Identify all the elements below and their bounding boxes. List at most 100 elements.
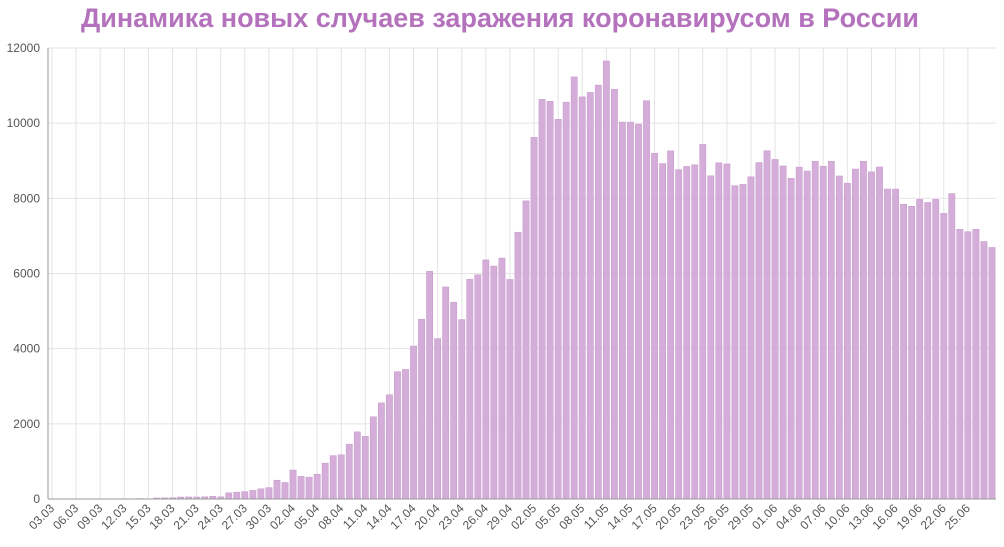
- x-tick-label: 24.03: [195, 501, 226, 532]
- bar-26.05: [723, 163, 731, 500]
- bar-13.05: [619, 121, 626, 500]
- bar-01.04: [281, 482, 289, 500]
- bar-08.04: [337, 454, 345, 500]
- bar-09.06: [835, 175, 843, 500]
- bar-30.05: [755, 162, 763, 500]
- x-tick-label: 02.04: [267, 501, 298, 532]
- x-tick-label: 27.03: [219, 501, 250, 532]
- bar-06.04: [321, 462, 329, 500]
- x-tick-label: 23.04: [436, 501, 467, 532]
- bar-17.06: [900, 203, 907, 500]
- bar-03.06: [787, 177, 795, 500]
- bar-15.04: [394, 371, 401, 500]
- bar-15.05: [635, 123, 642, 500]
- bar-17.04: [410, 345, 417, 500]
- x-tick-label: 29.04: [484, 501, 515, 532]
- bar-19.06: [916, 199, 924, 500]
- bar-29.03: [257, 488, 265, 500]
- x-tick-label: 30.03: [243, 501, 274, 532]
- x-tick-label: 05.04: [291, 501, 322, 532]
- bar-16.04: [402, 369, 409, 500]
- x-tick-label: 09.03: [74, 501, 105, 532]
- bar-26.06: [972, 229, 980, 500]
- chart-title: Динамика новых случаев заражения коронав…: [81, 3, 919, 33]
- bars: [56, 60, 996, 500]
- bar-30.03: [265, 487, 273, 500]
- bar-26.03: [233, 491, 241, 500]
- bar-23.05: [699, 144, 707, 500]
- bar-25.03: [225, 492, 233, 500]
- bar-12.05: [611, 89, 618, 500]
- bar-05.05: [554, 119, 562, 500]
- bar-11.06: [852, 168, 859, 500]
- y-tick-label: 2000: [13, 417, 40, 431]
- x-tick-label: 11.04: [340, 501, 371, 532]
- bar-22.04: [450, 301, 458, 500]
- bar-12.06: [860, 160, 867, 500]
- bar-09.04: [345, 443, 353, 500]
- x-tick-label: 03.03: [26, 501, 57, 532]
- bar-02.05: [530, 137, 538, 500]
- bar-06.05: [562, 101, 570, 500]
- bar-05.04: [313, 474, 321, 500]
- bar-07.06: [819, 165, 827, 500]
- bar-11.05: [602, 60, 610, 500]
- bar-14.06: [876, 166, 883, 500]
- bar-01.05: [522, 200, 530, 500]
- bar-29.05: [747, 176, 755, 500]
- y-tick-label: 10000: [7, 116, 41, 130]
- bar-24.05: [707, 175, 715, 500]
- bar-21.05: [683, 166, 691, 500]
- x-tick-labels: 03.0306.0309.0312.0315.0318.0321.0324.03…: [26, 501, 973, 532]
- x-tick-label: 02.05: [508, 501, 539, 532]
- y-tick-label: 0: [33, 492, 40, 506]
- bar-21.04: [442, 286, 450, 500]
- bar-04.04: [305, 476, 313, 500]
- bar-12.04: [369, 416, 377, 500]
- bar-08.06: [827, 161, 835, 500]
- bar-25.06: [964, 231, 972, 500]
- x-tick-label: 20.05: [653, 501, 684, 532]
- bar-30.04: [514, 231, 522, 500]
- bar-26.04: [482, 259, 490, 500]
- y-tick-label: 6000: [13, 267, 40, 281]
- bar-11.04: [361, 436, 369, 500]
- x-tick-label: 05.05: [532, 501, 563, 532]
- bar-20.06: [924, 202, 932, 500]
- bar-21.06: [932, 199, 940, 500]
- bar-13.06: [868, 171, 875, 500]
- x-tick-label: 19.06: [894, 501, 925, 532]
- bar-10.04: [353, 431, 361, 500]
- bar-23.06: [948, 193, 956, 500]
- bar-17.05: [651, 152, 658, 500]
- bar-15.06: [884, 188, 891, 500]
- x-tick-label: 20.04: [412, 501, 443, 532]
- x-tick-label: 29.05: [725, 501, 756, 532]
- bar-27.03: [241, 491, 249, 500]
- bar-18.06: [908, 205, 916, 500]
- x-tick-label: 14.04: [363, 501, 394, 532]
- bar-27.05: [731, 185, 739, 500]
- bar-25.04: [474, 274, 482, 500]
- bar-02.06: [779, 165, 787, 500]
- y-tick-label: 12000: [7, 41, 41, 55]
- y-tick-labels: 0 2000 4000 6000 8000 10000 12000: [7, 41, 41, 506]
- x-tick-label: 14.05: [604, 501, 635, 532]
- bar-25.05: [715, 162, 723, 500]
- bar-20.04: [434, 338, 442, 500]
- bar-08.05: [578, 96, 586, 500]
- x-tick-label: 17.04: [388, 501, 419, 532]
- bar-28.04: [498, 257, 506, 500]
- bar-29.04: [506, 279, 514, 500]
- bar-20.05: [675, 169, 683, 500]
- bar-10.06: [843, 182, 851, 500]
- x-tick-label: 26.05: [701, 501, 732, 532]
- bar-10.05: [594, 84, 602, 500]
- y-tick-label: 8000: [13, 191, 40, 205]
- bar-28.05: [739, 184, 747, 500]
- bar-16.05: [643, 100, 650, 500]
- bar-02.04: [289, 469, 297, 500]
- x-tick-label: 01.06: [749, 501, 780, 532]
- x-tick-label: 26.04: [460, 501, 491, 532]
